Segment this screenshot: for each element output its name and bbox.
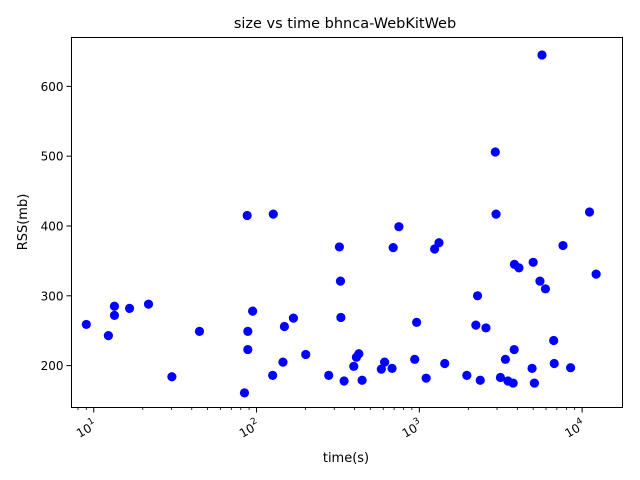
data-point bbox=[537, 50, 547, 60]
data-point bbox=[242, 210, 252, 221]
data-point bbox=[528, 257, 538, 267]
data-point bbox=[434, 238, 444, 248]
data-point bbox=[103, 330, 113, 341]
x-axis-label: time(s) bbox=[323, 451, 369, 466]
data-point bbox=[421, 373, 431, 383]
data-point bbox=[324, 370, 334, 380]
data-point bbox=[388, 243, 398, 253]
data-point bbox=[268, 370, 278, 380]
data-point bbox=[472, 291, 483, 301]
data-point bbox=[549, 335, 559, 346]
data-point bbox=[410, 354, 420, 364]
data-point bbox=[279, 321, 289, 332]
y-tick-label: 400 bbox=[41, 219, 64, 233]
data-point bbox=[387, 363, 397, 374]
chart-title: size vs time bhnca-WebKitWeb bbox=[234, 16, 456, 32]
data-point bbox=[194, 326, 205, 337]
data-point bbox=[301, 349, 311, 360]
data-point bbox=[490, 147, 500, 157]
y-axis-ticks: 200 300 400 500 600 bbox=[41, 80, 72, 373]
x-axis-ticks: 101 102 103 104 bbox=[73, 407, 587, 441]
x-tick-label: 104 bbox=[561, 416, 587, 440]
data-point bbox=[124, 303, 135, 313]
data-point bbox=[591, 269, 601, 279]
svg-text:101: 101 bbox=[73, 416, 99, 440]
data-point bbox=[109, 301, 120, 311]
data-point bbox=[357, 375, 367, 385]
y-axis-label: RSS(mb) bbox=[16, 194, 31, 251]
data-point bbox=[566, 363, 576, 373]
data-point bbox=[394, 222, 404, 232]
svg-text:103: 103 bbox=[399, 416, 425, 440]
data-point bbox=[349, 361, 359, 371]
svg-text:104: 104 bbox=[561, 416, 587, 440]
data-point bbox=[527, 363, 537, 374]
data-point bbox=[243, 344, 253, 355]
x-tick-label: 101 bbox=[73, 416, 99, 440]
data-point bbox=[549, 358, 559, 369]
data-point bbox=[334, 242, 344, 252]
data-point bbox=[475, 375, 485, 385]
data-point bbox=[471, 320, 481, 330]
data-point bbox=[288, 313, 299, 323]
data-point bbox=[109, 310, 120, 320]
data-point bbox=[380, 357, 390, 367]
data-point bbox=[336, 312, 346, 323]
y-tick-label: 600 bbox=[41, 80, 64, 94]
data-point bbox=[167, 372, 177, 382]
data-point bbox=[509, 344, 519, 355]
data-point bbox=[339, 376, 349, 386]
data-point bbox=[248, 306, 258, 316]
data-point bbox=[540, 284, 551, 294]
y-tick-label: 500 bbox=[41, 150, 64, 164]
data-point bbox=[529, 378, 540, 388]
data-point bbox=[558, 240, 568, 251]
data-point bbox=[376, 364, 386, 374]
data-point bbox=[268, 209, 278, 219]
plot-frame bbox=[71, 37, 623, 408]
svg-text:102: 102 bbox=[236, 416, 262, 440]
data-point bbox=[508, 378, 518, 388]
data-point bbox=[81, 319, 91, 330]
data-point bbox=[514, 263, 524, 273]
y-tick-label: 300 bbox=[41, 289, 64, 303]
data-point bbox=[239, 388, 250, 398]
data-point bbox=[535, 276, 545, 286]
data-point bbox=[495, 372, 506, 383]
y-tick-label: 200 bbox=[41, 359, 64, 373]
data-point bbox=[462, 370, 472, 380]
data-point bbox=[412, 317, 422, 327]
data-point bbox=[143, 299, 154, 309]
data-point bbox=[243, 326, 253, 337]
x-tick-label: 103 bbox=[399, 416, 425, 440]
points-layer bbox=[81, 50, 601, 398]
data-point bbox=[500, 354, 510, 364]
data-point bbox=[481, 323, 491, 333]
x-tick-label: 102 bbox=[236, 416, 262, 440]
data-point bbox=[354, 349, 364, 359]
data-point bbox=[584, 207, 595, 217]
data-point bbox=[335, 276, 346, 286]
data-point bbox=[278, 357, 288, 367]
data-point bbox=[491, 209, 501, 219]
data-point bbox=[440, 358, 450, 369]
